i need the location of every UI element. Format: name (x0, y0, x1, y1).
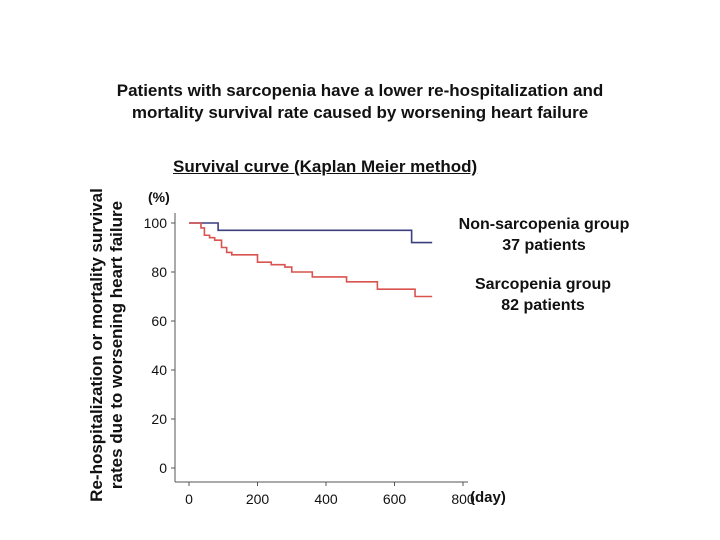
x-tick-label-400: 400 (314, 491, 338, 507)
legend-sarcopenia-count: 82 patients (501, 297, 585, 314)
chart-title: Patients with sarcopenia have a lower re… (0, 80, 720, 124)
y-tick-label-60: 60 (151, 313, 167, 329)
chart-title-line-2: mortality survival rate caused by worsen… (131, 103, 589, 122)
y-tick-label-100: 100 (144, 215, 168, 231)
y-axis-unit: (%) (148, 189, 170, 205)
legend-non-sarcopenia-name: Non-sarcopenia group (458, 216, 630, 233)
y-tick-label-0: 0 (159, 460, 167, 476)
curve-sarcopenia-group (189, 222, 433, 298)
y-tick-label-40: 40 (151, 362, 167, 378)
chart-title-line-1: Patients with sarcopenia have a lower re… (116, 81, 604, 100)
x-tick-label-0: 0 (185, 491, 193, 507)
legend-non-sarcopenia-count: 37 patients (502, 237, 586, 254)
x-tick-label-200: 200 (246, 491, 270, 507)
x-tick-label-800: 800 (451, 491, 475, 507)
x-axis-unit: (day) (470, 489, 506, 506)
y-tick-label-20: 20 (151, 411, 167, 427)
legend-sarcopenia: Sarcopenia group 82 patients (458, 274, 628, 316)
legend-non-sarcopenia: Non-sarcopenia group 37 patients (441, 214, 647, 256)
curve-non-sarcopenia-group (189, 222, 433, 244)
legend-sarcopenia-name: Sarcopenia group (474, 276, 612, 293)
y-tick-label-80: 80 (151, 264, 167, 280)
chart-subtitle: Survival curve (Kaplan Meier method) (173, 157, 478, 176)
x-tick-label-600: 600 (383, 491, 407, 507)
